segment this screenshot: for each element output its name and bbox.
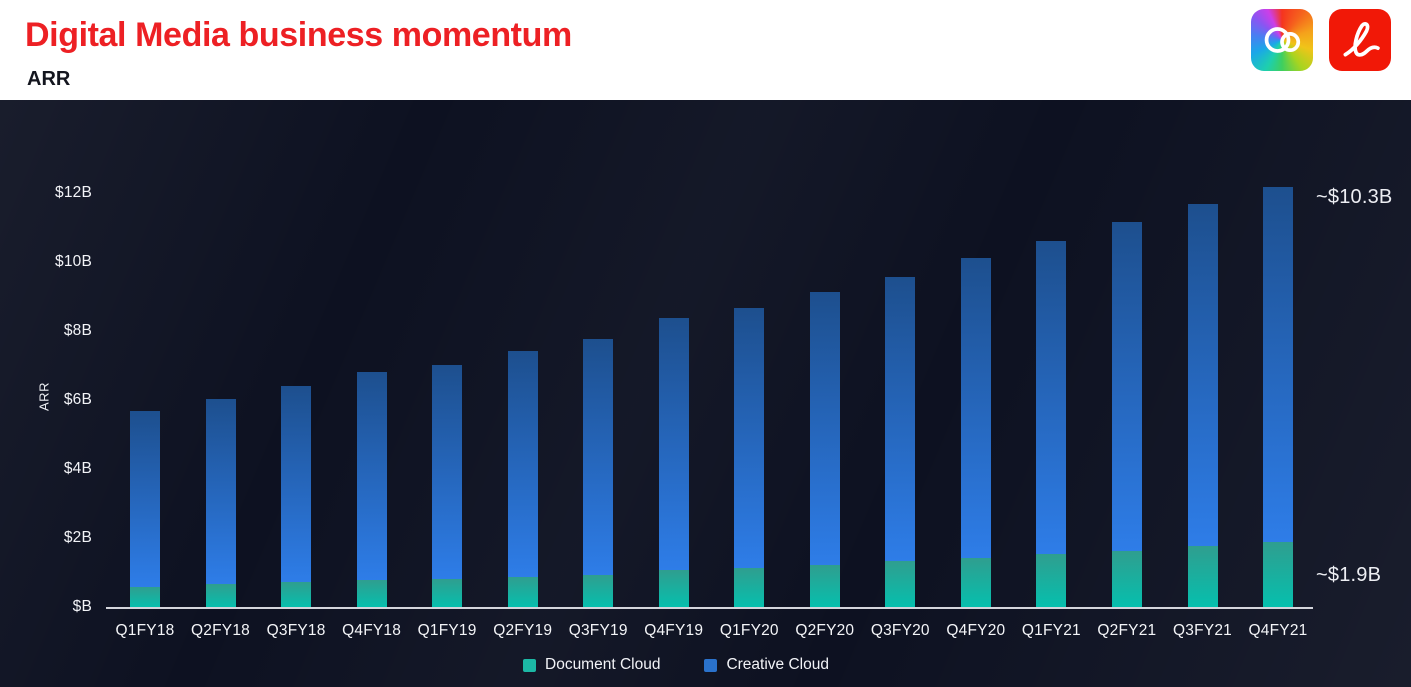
x-tick-q2fy20: Q2FY20 [795, 622, 855, 639]
bar-q4fy21 [1263, 187, 1293, 608]
x-tick-q2fy18: Q2FY18 [191, 622, 250, 639]
bar-q3fy19 [583, 338, 614, 608]
document-cloud-segment [1187, 545, 1218, 608]
x-tick-q2fy19: Q2FY19 [493, 622, 553, 639]
bar-q1fy19 [432, 364, 463, 608]
creative-cloud-segment [734, 307, 765, 569]
creative-cloud-segment [583, 338, 614, 576]
bar-q3fy21 [1187, 204, 1218, 608]
creative-cloud-segment [1187, 204, 1218, 546]
y-tick-2b: $2B [63, 529, 92, 546]
document-cloud-segment [734, 568, 765, 608]
bar-q1fy20 [734, 307, 765, 608]
bar-q4fy19 [658, 318, 689, 608]
x-tick-q1fy21: Q1FY21 [1021, 622, 1081, 639]
bar-q2fy20 [809, 292, 840, 608]
creative-cloud-segment [809, 292, 840, 565]
header: Digital Media business momentum ARR [0, 0, 1411, 100]
x-tick-q1fy20: Q1FY20 [719, 622, 779, 639]
x-tick-q4fy18: Q4FY18 [342, 622, 402, 639]
x-tick-q4fy19: Q4FY19 [644, 622, 704, 639]
x-tick-q4fy20: Q4FY20 [946, 622, 1006, 639]
document-cloud-segment [130, 587, 160, 608]
y-tick-4b: $4B [63, 460, 92, 477]
document-cloud-segment [205, 583, 236, 608]
page-subtitle: ARR [27, 68, 71, 90]
x-tick-q3fy18: Q3FY18 [266, 622, 326, 639]
creative-cloud-segment [658, 318, 689, 570]
y-tick-8b: $8B [63, 322, 92, 339]
document-cloud-segment [1263, 542, 1293, 608]
arr-stacked-bar-chart: ARR $12B $10B $8B $6B $4B $2B $B Q1FY18 Q2FY18 Q… [0, 100, 1411, 687]
creative-cloud-segment [1111, 221, 1142, 552]
creative-cloud-segment [432, 364, 463, 579]
document-cloud-segment [809, 564, 840, 608]
bar-q2fy18 [205, 399, 236, 608]
creative-cloud-segment [130, 411, 160, 588]
bar-q4fy20 [960, 257, 991, 608]
creative-cloud-segment [281, 385, 312, 583]
document-cloud-segment [356, 580, 387, 608]
x-tick-q2fy21: Q2FY21 [1097, 622, 1157, 639]
creative-cloud-segment [885, 276, 916, 562]
document-cloud-swatch [523, 658, 536, 672]
creative-cloud-icon [1251, 9, 1313, 71]
bar-q2fy19 [507, 351, 538, 608]
legend-item-document-cloud: Document Cloud [523, 656, 660, 674]
document-cloud-segment [432, 578, 463, 608]
acrobat-ribbon-glyph [1343, 22, 1380, 57]
y-tick-6b: $6B [63, 391, 92, 408]
creative-cloud-segment [356, 371, 387, 581]
x-axis-line [106, 607, 1313, 609]
legend-label-creative-cloud: Creative Cloud [726, 656, 829, 673]
x-tick-q3fy21: Q3FY21 [1173, 622, 1232, 639]
bar-q4fy18 [356, 371, 387, 608]
bar-q3fy18 [281, 385, 312, 608]
x-tick-q4fy21: Q4FY21 [1248, 622, 1308, 639]
creative-cloud-segment [205, 399, 236, 584]
cc-cloud-glyph [1264, 27, 1301, 53]
creative-cloud-segment [1036, 240, 1067, 555]
document-cloud-segment [1111, 551, 1142, 608]
annotation-document-cloud-arr: ~$1.9B [1316, 564, 1382, 587]
y-tick-10b: $10B [55, 253, 92, 270]
document-cloud-segment [960, 557, 991, 608]
legend-label-document-cloud: Document Cloud [545, 656, 661, 673]
x-tick-q3fy20: Q3FY20 [870, 622, 930, 639]
document-cloud-segment [583, 575, 614, 608]
legend-item-creative-cloud: Creative Cloud [704, 656, 829, 674]
x-tick-q1fy18: Q1FY18 [115, 622, 175, 639]
bar-q1fy21 [1036, 240, 1067, 608]
bar-q3fy20 [885, 276, 916, 608]
bar-q2fy21 [1111, 221, 1142, 608]
document-cloud-segment [658, 569, 689, 608]
page-title: Digital Media business momentum [25, 16, 572, 54]
logo-group [1251, 9, 1391, 71]
annotation-creative-cloud-arr: ~$10.3B [1316, 186, 1393, 209]
creative-cloud-segment [507, 351, 538, 577]
document-cloud-segment [281, 582, 312, 608]
creative-cloud-segment [1263, 187, 1293, 543]
x-tick-q3fy19: Q3FY19 [568, 622, 628, 639]
creative-cloud-swatch [704, 658, 718, 672]
acrobat-icon [1329, 9, 1391, 71]
legend: Document Cloud Creative Cloud [0, 656, 1352, 674]
document-cloud-segment [885, 561, 916, 608]
creative-cloud-segment [960, 257, 991, 558]
bar-q1fy18 [130, 411, 160, 608]
y-tick-12b: $12B [55, 184, 92, 201]
document-cloud-segment [507, 576, 538, 608]
x-tick-q1fy19: Q1FY19 [417, 622, 477, 639]
y-tick-b: $B [72, 598, 92, 615]
document-cloud-segment [1036, 554, 1067, 608]
